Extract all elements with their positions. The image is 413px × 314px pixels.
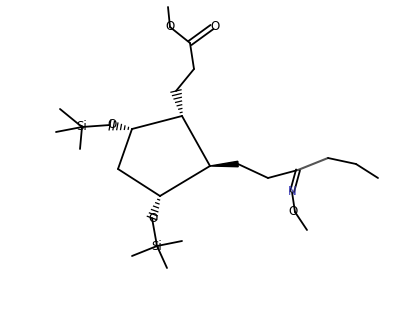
Text: Si: Si — [77, 121, 88, 133]
Text: O: O — [165, 20, 175, 33]
Text: O: O — [108, 118, 117, 131]
Text: N: N — [288, 185, 297, 198]
Polygon shape — [210, 161, 238, 167]
Text: O: O — [210, 20, 220, 33]
Text: O: O — [289, 205, 298, 218]
Text: Si: Si — [152, 240, 162, 252]
Text: O: O — [148, 213, 158, 225]
